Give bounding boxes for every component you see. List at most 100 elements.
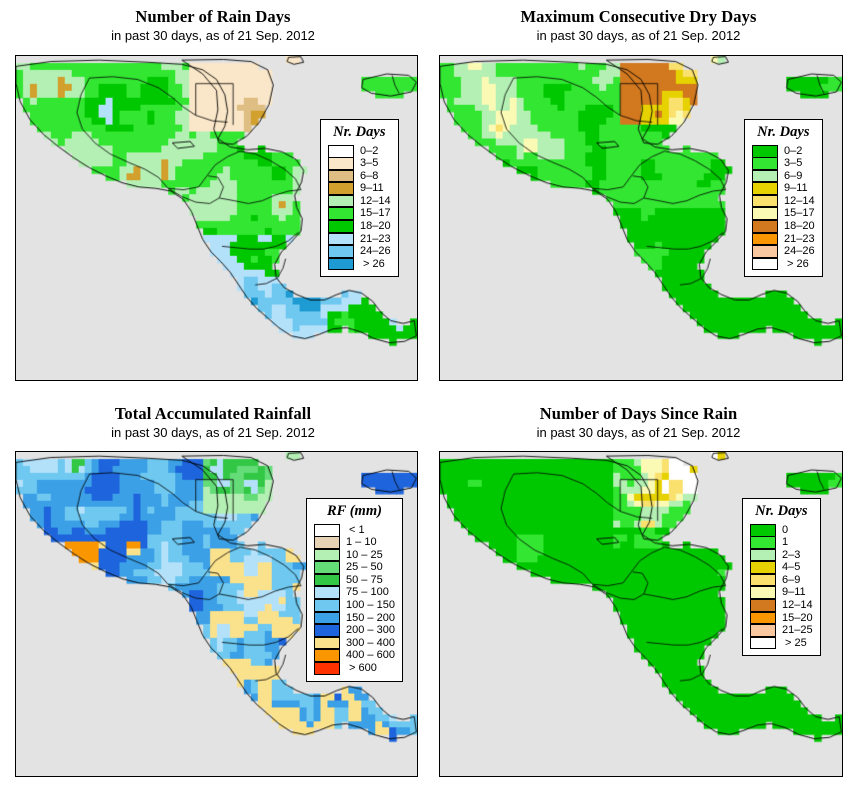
legend-swatch [752, 157, 778, 170]
legend-row: < 1 [314, 524, 395, 537]
legend-row: 24–26 [752, 245, 815, 258]
legend-row: 0–2 [328, 145, 391, 158]
legend-title: Nr. Days [333, 124, 386, 140]
legend-swatch [314, 561, 340, 574]
legend-label: 21–25 [782, 624, 813, 637]
legend-swatch [328, 182, 354, 195]
legend-swatch [752, 257, 778, 271]
legend-title: RF (mm) [327, 503, 382, 519]
legend-row: 12–14 [328, 194, 391, 208]
legend-swatch [328, 257, 354, 271]
map-frame-rain-days[interactable]: Nr. Days 0–2 3–5 6–8 9–11 12–14 15–17 18–20 21–… [15, 55, 418, 381]
legend-swatch [328, 194, 354, 208]
legend-swatch [314, 599, 340, 612]
legend-row: 200 – 300 [314, 624, 395, 637]
legend-row: 21–23 [752, 232, 815, 246]
legend-row: 6–8 [328, 169, 391, 183]
map-frame-days-since-rain[interactable]: Nr. Days 0 1 2–3 4–5 6–9 9–11 12–14 15–20 21–25 >… [439, 451, 843, 777]
legend-row: 6–9 [750, 573, 813, 587]
legend-row: 18–20 [328, 220, 391, 233]
legend-row: 4–5 [750, 561, 813, 574]
legend-label: 15–17 [360, 207, 391, 220]
legend-label: < 1 [349, 523, 365, 536]
legend-swatch [752, 194, 778, 208]
legend-row: > 26 [752, 257, 815, 271]
legend-row: > 26 [328, 257, 391, 271]
legend-row: 18–20 [752, 220, 815, 233]
panel-max-consecutive-dry-days: Maximum Consecutive Dry Days in past 30 … [426, 0, 851, 397]
legend-swatch [752, 145, 778, 158]
legend-rows: 0–2 3–5 6–8 9–11 12–14 15–17 18–20 21–23 24–26 > … [328, 145, 391, 271]
legend-swatch [314, 611, 340, 625]
page-title: Number of Days Since Rain [539, 404, 738, 423]
legend-swatch [314, 548, 340, 562]
page-title: Number of Rain Days [135, 7, 291, 26]
legend-swatch [328, 245, 354, 258]
map-frame-max-consecutive-dry-days[interactable]: Nr. Days 0–2 3–5 6–9 9–11 12–14 15–17 18–20 21–… [439, 55, 843, 381]
legend-rain-days: Nr. Days 0–2 3–5 6–8 9–11 12–14 15–17 18–20 21–… [320, 119, 399, 278]
legend-label: 6–8 [360, 169, 379, 182]
legend-row: > 600 [314, 662, 395, 675]
legend-label: > 26 [363, 257, 385, 270]
legend-row: 15–17 [752, 207, 815, 221]
legend-swatch [752, 182, 778, 195]
legend-label: 0–2 [784, 144, 803, 157]
legend-swatch [750, 636, 776, 650]
legend-label: 9–11 [782, 586, 806, 599]
legend-row: 3–5 [752, 157, 815, 170]
legend-swatch [314, 586, 340, 600]
legend-swatch [328, 157, 354, 170]
legend-label: 3–5 [784, 157, 803, 170]
legend-label: 0–2 [360, 144, 379, 157]
legend-swatch [750, 611, 776, 625]
legend-row: 2–3 [750, 548, 813, 562]
legend-label: 150 – 200 [346, 611, 395, 624]
legend-swatch [750, 586, 776, 600]
legend-row: 9–11 [750, 586, 813, 600]
legend-swatch [328, 207, 354, 221]
legend-row: 10 – 25 [314, 548, 395, 562]
legend-label: 12–14 [784, 194, 815, 207]
legend-swatch [752, 169, 778, 183]
legend-swatch [752, 207, 778, 221]
legend-swatch [314, 624, 340, 637]
legend-label: 18–20 [360, 220, 391, 233]
legend-swatch [752, 232, 778, 246]
panel-total-accumulated-rainfall: Total Accumulated Rainfall in past 30 da… [0, 397, 426, 793]
legend-row: 50 – 75 [314, 573, 395, 587]
legend-row: 12–14 [750, 599, 813, 612]
panel-subtitle: in past 30 days, as of 21 Sep. 2012 [111, 27, 315, 43]
legend-label: 18–20 [784, 220, 815, 233]
legend-label: 21–23 [784, 232, 815, 245]
legend-label: > 600 [349, 662, 377, 675]
legend-row: 1 [750, 536, 813, 549]
legend-row: 400 – 600 [314, 649, 395, 663]
panel-rain-days: Number of Rain Days in past 30 days, as … [0, 0, 426, 397]
page-title: Total Accumulated Rainfall [114, 404, 312, 423]
legend-label: 24–26 [360, 245, 391, 258]
legend-swatch [750, 548, 776, 562]
legend-label: 24–26 [784, 245, 815, 258]
legend-swatch [314, 573, 340, 587]
legend-row: 15–20 [750, 611, 813, 625]
legend-row: 100 – 150 [314, 599, 395, 612]
legend-swatch [750, 561, 776, 574]
legend-row: 0 [750, 524, 813, 537]
legend-swatch [328, 145, 354, 158]
legend-swatch [750, 573, 776, 587]
legend-label: 200 – 300 [346, 624, 395, 637]
legend-max-consecutive-dry-days: Nr. Days 0–2 3–5 6–9 9–11 12–14 15–17 18–20 21–… [744, 119, 823, 278]
panel-subtitle: in past 30 days, as of 21 Sep. 2012 [536, 424, 741, 440]
legend-rows: 0 1 2–3 4–5 6–9 9–11 12–14 15–20 21–25 > 25 [750, 524, 813, 650]
legend-row: 0–2 [752, 145, 815, 158]
legend-days-since-rain: Nr. Days 0 1 2–3 4–5 6–9 9–11 12–14 15–20 21–25 >… [742, 498, 821, 657]
legend-label: 1 – 10 [346, 536, 377, 549]
panel-days-since-rain: Number of Days Since Rain in past 30 day… [426, 397, 851, 793]
legend-label: 3–5 [360, 157, 379, 170]
legend-swatch [328, 232, 354, 246]
legend-label: 50 – 75 [346, 573, 383, 586]
legend-swatch [314, 524, 340, 537]
